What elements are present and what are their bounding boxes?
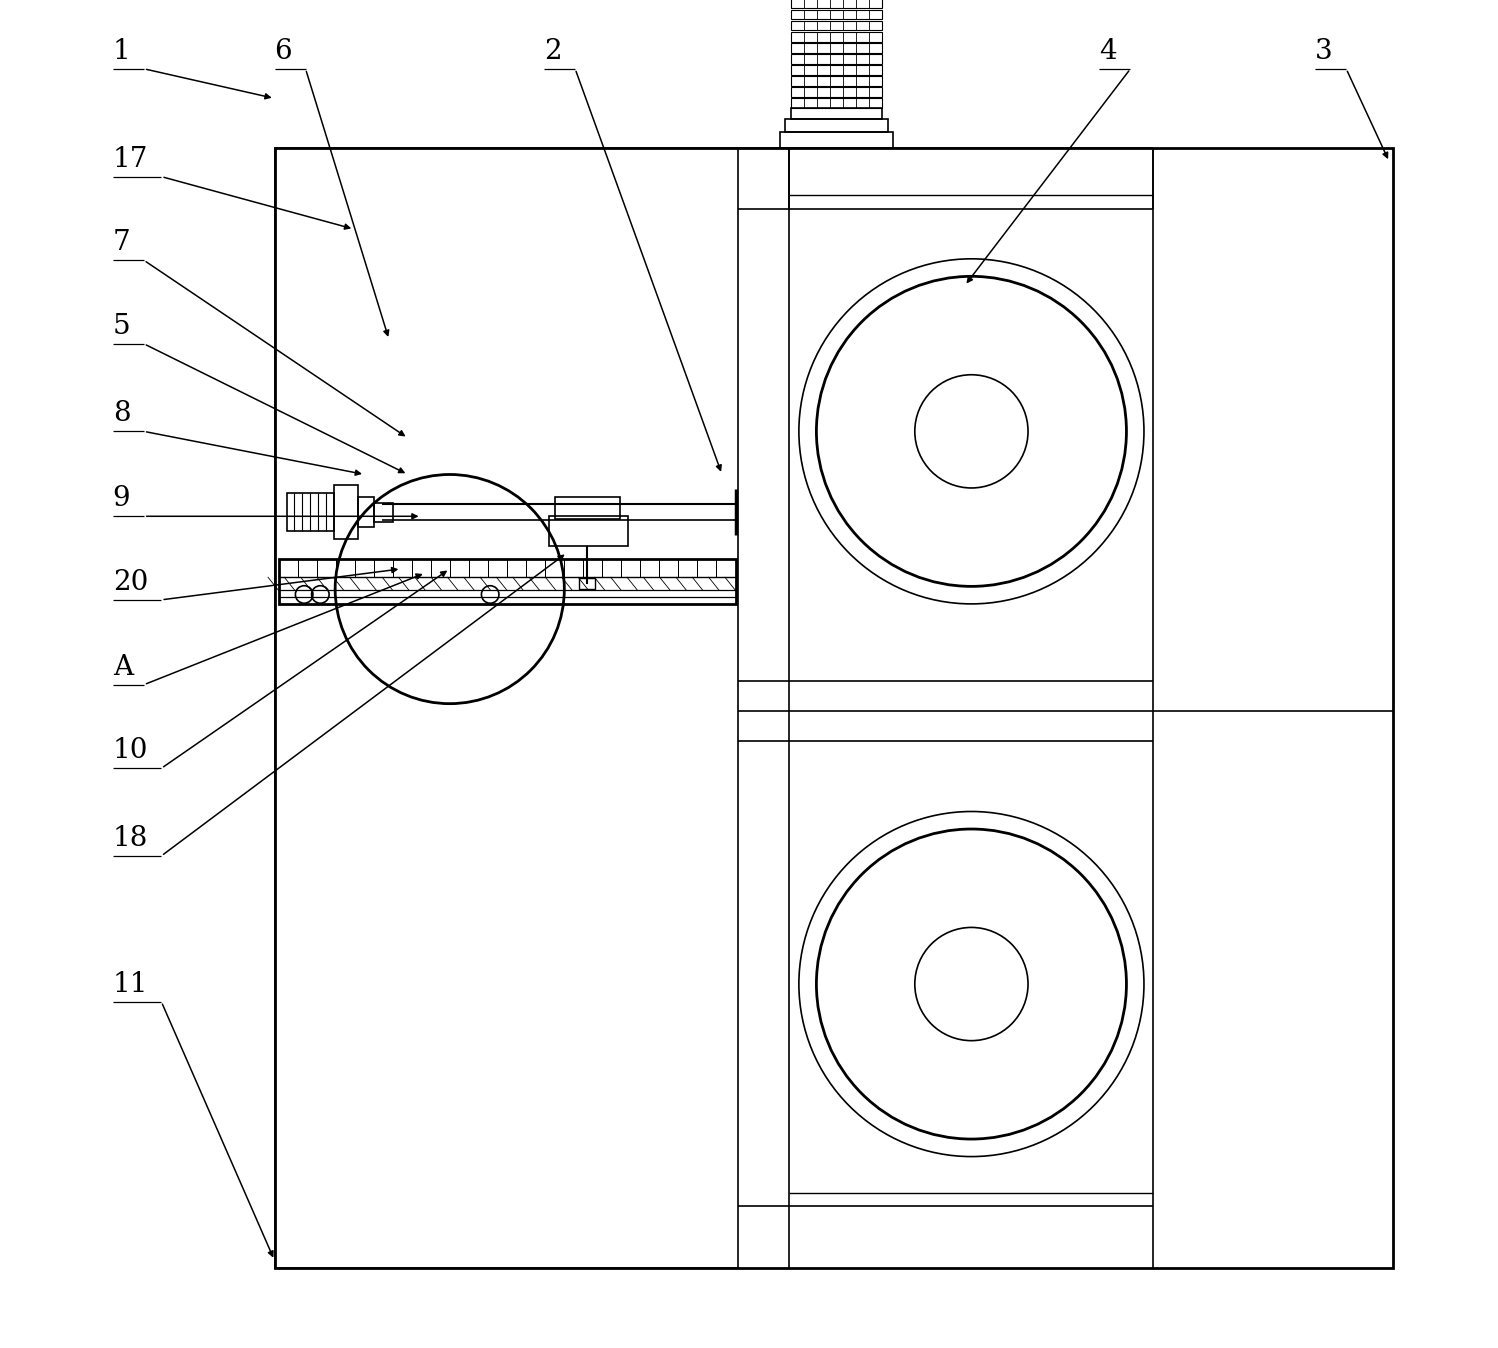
Bar: [334, 485, 358, 539]
Text: A: A: [112, 654, 133, 681]
Bar: [583, 559, 602, 577]
Text: 7: 7: [112, 229, 130, 256]
Text: 2: 2: [544, 38, 562, 65]
Bar: [659, 559, 679, 577]
Text: 4: 4: [1100, 38, 1118, 65]
Text: 9: 9: [112, 485, 130, 512]
Bar: [279, 559, 736, 604]
Text: 1: 1: [112, 38, 130, 65]
Bar: [298, 559, 316, 577]
Bar: [791, 65, 882, 74]
Bar: [780, 132, 893, 148]
Text: 3: 3: [1315, 38, 1333, 65]
Text: 8: 8: [112, 400, 130, 427]
Bar: [791, 88, 882, 97]
Bar: [791, 75, 882, 86]
Bar: [580, 578, 595, 589]
Text: 10: 10: [112, 737, 148, 764]
Bar: [545, 559, 565, 577]
Bar: [373, 559, 392, 577]
Bar: [316, 559, 336, 577]
Text: 6: 6: [274, 38, 292, 65]
Bar: [791, 20, 882, 31]
Text: 11: 11: [112, 971, 148, 998]
Bar: [791, 9, 882, 19]
Bar: [374, 503, 392, 522]
Bar: [791, 108, 882, 119]
Text: 20: 20: [112, 569, 148, 596]
Bar: [554, 497, 620, 519]
Bar: [355, 559, 373, 577]
Text: 17: 17: [112, 146, 148, 173]
Bar: [274, 148, 739, 1268]
Bar: [791, 43, 882, 53]
Bar: [469, 559, 488, 577]
Text: 5: 5: [112, 313, 130, 340]
Bar: [488, 559, 506, 577]
Bar: [526, 559, 545, 577]
Bar: [622, 559, 640, 577]
Bar: [336, 559, 355, 577]
Bar: [358, 497, 374, 527]
Bar: [679, 559, 698, 577]
Bar: [785, 119, 888, 132]
Bar: [716, 559, 736, 577]
Bar: [279, 559, 298, 577]
Bar: [550, 516, 628, 546]
Bar: [791, 32, 882, 42]
Text: 18: 18: [112, 825, 148, 852]
Bar: [791, 0, 882, 8]
Bar: [602, 559, 622, 577]
Bar: [449, 559, 469, 577]
Bar: [412, 559, 431, 577]
Bar: [506, 559, 526, 577]
Bar: [791, 54, 882, 63]
Bar: [565, 559, 583, 577]
Bar: [698, 559, 716, 577]
Bar: [392, 559, 412, 577]
Bar: [274, 148, 1393, 1268]
Bar: [791, 98, 882, 108]
Bar: [640, 559, 659, 577]
Bar: [286, 493, 334, 531]
Bar: [431, 559, 449, 577]
